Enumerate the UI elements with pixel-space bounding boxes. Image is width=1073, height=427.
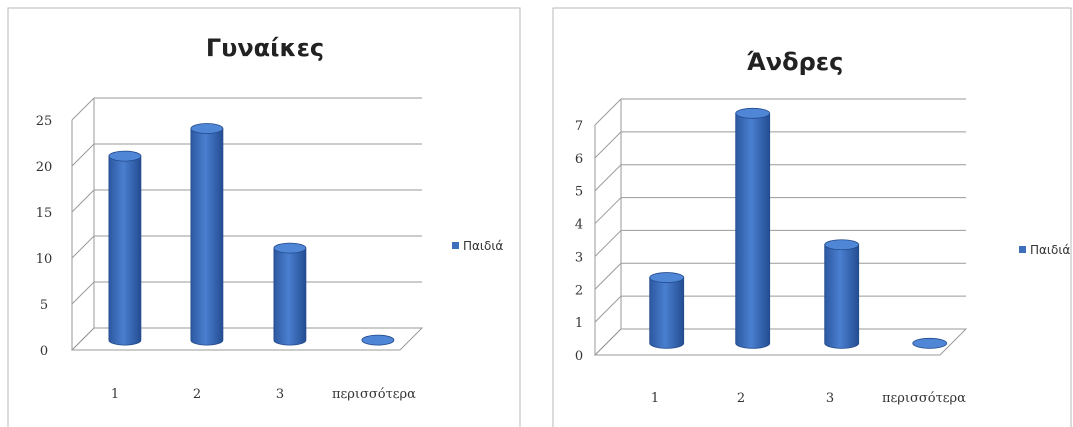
- bar: [912, 337, 948, 349]
- gridline-side: [594, 131, 622, 159]
- gridline-side: [71, 189, 95, 213]
- gridline-side: [594, 197, 622, 224]
- bar: [735, 107, 771, 349]
- x-tick-label: 3: [826, 391, 834, 406]
- chart-floor: [593, 328, 968, 356]
- chart-floor: [70, 327, 424, 351]
- gridline-side: [594, 295, 622, 323]
- y-tick-label: 4: [575, 218, 583, 233]
- gridline-side: [594, 164, 622, 192]
- y-tick-label: 10: [36, 252, 53, 267]
- chart-border: [7, 7, 521, 427]
- gridline-side: [71, 97, 95, 121]
- legend: Παιδιά: [1019, 243, 1070, 257]
- gridline-side: [594, 262, 622, 290]
- y-tick-label: 0: [40, 344, 48, 359]
- bar: [108, 150, 142, 346]
- chart-women: Γυναίκες 0 5 10 15 20 25 1 2 3 περισσότερα Παιδιά: [7, 7, 521, 427]
- gridline-side: [71, 143, 95, 167]
- x-tick-label: περισσότερα: [332, 387, 416, 402]
- y-tick-label: 0: [575, 349, 583, 364]
- chart-title: Άνδρες: [747, 48, 844, 76]
- y-tick-label: 25: [36, 114, 53, 129]
- x-tick-label: περισσότερα: [882, 391, 966, 406]
- legend-swatch: [1019, 246, 1026, 253]
- bar: [190, 123, 224, 346]
- y-tick-label: 1: [575, 316, 583, 331]
- x-tick-label: 2: [193, 387, 201, 402]
- y-tick-label: 7: [575, 119, 583, 134]
- chart-title: Γυναίκες: [206, 34, 324, 62]
- y-tick-label: 5: [575, 185, 583, 200]
- legend-label: Παιδιά: [1030, 243, 1070, 257]
- chart-border: [552, 7, 1072, 427]
- x-tick-label: 3: [276, 387, 284, 402]
- x-tick-label: 1: [111, 387, 119, 402]
- y-tick-label: 2: [575, 283, 583, 298]
- chart-panel-men: Άνδρες 0 1 2 3 4 5 6 7 1 2 3 περισσότερα Παιδιά: [545, 0, 1073, 427]
- x-tick-label: 1: [651, 391, 659, 406]
- bar: [273, 242, 307, 346]
- bar: [361, 334, 395, 346]
- gridline-side: [71, 281, 95, 305]
- y-tick-label: 20: [36, 160, 53, 175]
- y-tick-label: 5: [40, 298, 48, 313]
- y-tick-label: 3: [575, 250, 583, 265]
- gridline-side: [594, 98, 622, 126]
- legend-swatch: [452, 242, 459, 249]
- x-tick-label: 2: [737, 391, 745, 406]
- y-tick-label: 6: [575, 152, 583, 167]
- chart-men: Άνδρες 0 1 2 3 4 5 6 7 1 2 3 περισσότερα Παιδιά: [552, 7, 1072, 427]
- y-tick-label: 15: [36, 206, 53, 221]
- gridline-side: [594, 230, 622, 257]
- bar: [649, 272, 685, 349]
- bar: [824, 239, 860, 349]
- chart-panel-women: Γυναίκες 0 5 10 15 20 25 1 2 3 περισσότερα Παιδιά: [0, 0, 522, 427]
- gridline-side: [71, 235, 95, 259]
- legend-label: Παιδιά: [463, 239, 503, 253]
- legend: Παιδιά: [452, 239, 503, 253]
